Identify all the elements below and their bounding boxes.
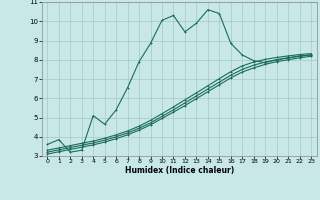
X-axis label: Humidex (Indice chaleur): Humidex (Indice chaleur) — [124, 166, 234, 175]
